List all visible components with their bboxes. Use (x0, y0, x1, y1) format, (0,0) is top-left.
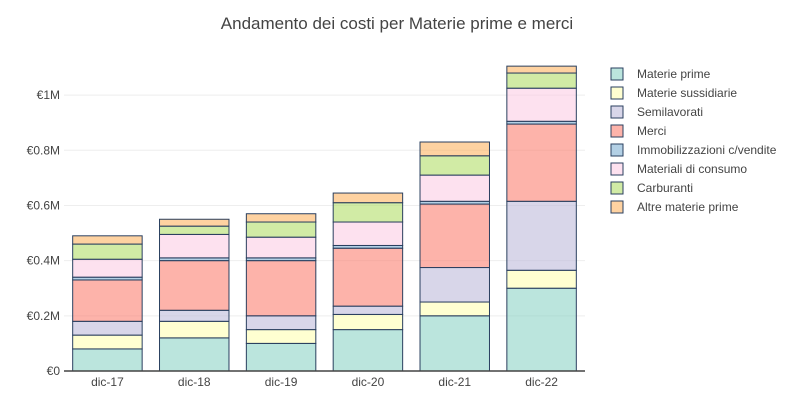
x-tick-label: dic-22 (525, 375, 558, 389)
bar-segment (506, 269, 577, 289)
legend-swatch[interactable] (610, 200, 624, 214)
bar-segment (72, 279, 143, 322)
bar-segment (419, 301, 490, 317)
bar-segment (506, 87, 577, 122)
bar-segment (72, 320, 143, 336)
y-tick-label: €1M (37, 88, 60, 102)
y-tick-label: €0.2M (27, 309, 60, 323)
legend-label[interactable]: Carburanti (637, 181, 693, 195)
grid-lines (64, 94, 585, 317)
bar-segment (245, 329, 317, 344)
legend-swatch[interactable] (610, 181, 624, 195)
bar-segment (506, 123, 577, 202)
bar-segment (332, 313, 404, 331)
bar-segment (506, 287, 577, 372)
y-tick-label: €0 (47, 364, 61, 378)
bar-segment (245, 260, 317, 317)
legend-label[interactable]: Altre materie prime (637, 200, 739, 214)
x-tick-label: dic-20 (352, 375, 385, 389)
bar-segment (332, 221, 404, 246)
bar-segment (159, 260, 230, 311)
x-tick-label: dic-17 (91, 375, 124, 389)
bar-segment (159, 337, 230, 372)
axes: €0 €0.2M €0.4M €0.6M €0.8M €1M dic-17 dic-18 dic… (27, 88, 585, 389)
legend-swatch[interactable] (610, 105, 624, 119)
bar-segment (332, 305, 404, 315)
bar-segment (245, 213, 317, 223)
bar-segment (332, 247, 404, 307)
legend-swatch[interactable] (610, 86, 624, 100)
bar-segment (72, 235, 143, 245)
bar-segment (419, 141, 490, 157)
bar-segment (332, 329, 404, 372)
legend: Materie prime Materie sussidiarie Semilavo… (610, 67, 777, 214)
bar-segment (506, 200, 577, 271)
bar-segment (419, 203, 490, 269)
x-tick-label: dic-19 (265, 375, 298, 389)
y-tick-label: €0.6M (27, 198, 60, 212)
legend-swatch[interactable] (610, 124, 624, 138)
y-tick-label: €0.4M (27, 254, 60, 268)
legend-label[interactable]: Merci (637, 124, 666, 138)
bar-segment (159, 218, 230, 227)
bar-segment (72, 258, 143, 278)
bar-segment (419, 174, 490, 202)
bar-segment (419, 267, 490, 303)
bar-segment (419, 155, 490, 176)
legend-swatch[interactable] (610, 143, 624, 157)
bar-segment (419, 315, 490, 372)
legend-label[interactable]: Immobilizzazioni c/vendite (637, 143, 777, 157)
legend-swatch[interactable] (610, 162, 624, 176)
bar-segment (506, 72, 577, 89)
x-tick-label: dic-21 (438, 375, 471, 389)
legend-label[interactable]: Materie prime (637, 67, 711, 81)
bar-segment (72, 348, 143, 372)
legend-label[interactable]: Materie sussidiarie (637, 86, 737, 100)
bar-segment (72, 243, 143, 260)
bar-segment (245, 221, 317, 238)
bar-segment (332, 202, 404, 223)
y-tick-label: €0.8M (27, 143, 60, 157)
bar-segment (159, 309, 230, 322)
bars (72, 65, 577, 372)
bar-segment (72, 334, 143, 350)
bar-segment (506, 65, 577, 74)
bar-segment (159, 233, 230, 259)
bar-segment (245, 236, 317, 259)
bar-segment (245, 342, 317, 372)
x-tick-label: dic-18 (178, 375, 211, 389)
bar-segment (332, 192, 404, 204)
legend-label[interactable]: Materiali di consumo (637, 162, 747, 176)
legend-label[interactable]: Semilavorati (637, 105, 703, 119)
chart-title: Andamento dei costi per Materie prime e … (221, 14, 573, 33)
bar-segment (245, 315, 317, 331)
bar-segment (159, 320, 230, 339)
legend-swatch[interactable] (610, 67, 624, 81)
bar-segment (159, 225, 230, 235)
